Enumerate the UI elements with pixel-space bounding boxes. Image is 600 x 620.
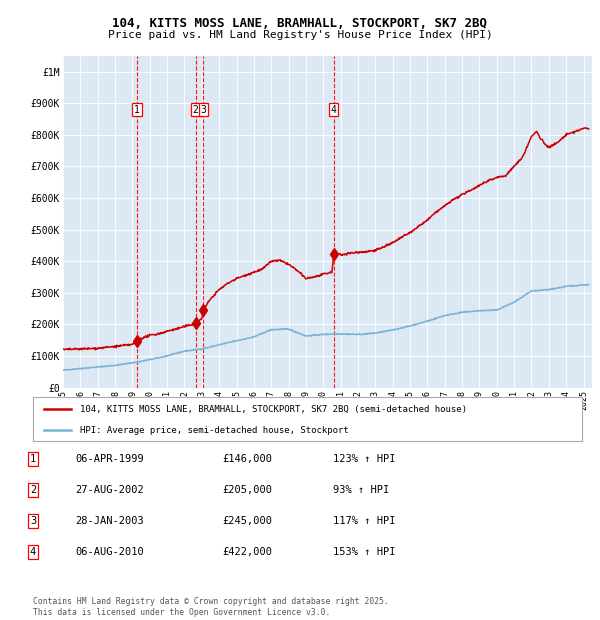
Text: 2: 2: [193, 105, 199, 115]
Text: 2: 2: [30, 485, 36, 495]
Text: 3: 3: [30, 516, 36, 526]
Text: HPI: Average price, semi-detached house, Stockport: HPI: Average price, semi-detached house,…: [80, 426, 349, 435]
Text: 28-JAN-2003: 28-JAN-2003: [75, 516, 144, 526]
Text: £205,000: £205,000: [222, 485, 272, 495]
Text: £422,000: £422,000: [222, 547, 272, 557]
Text: 93% ↑ HPI: 93% ↑ HPI: [333, 485, 389, 495]
Text: Contains HM Land Registry data © Crown copyright and database right 2025.
This d: Contains HM Land Registry data © Crown c…: [33, 598, 389, 617]
Text: 4: 4: [331, 105, 337, 115]
Text: £146,000: £146,000: [222, 454, 272, 464]
Text: 06-AUG-2010: 06-AUG-2010: [75, 547, 144, 557]
Text: 104, KITTS MOSS LANE, BRAMHALL, STOCKPORT, SK7 2BQ: 104, KITTS MOSS LANE, BRAMHALL, STOCKPOR…: [113, 17, 487, 30]
Text: 1: 1: [30, 454, 36, 464]
Text: 104, KITTS MOSS LANE, BRAMHALL, STOCKPORT, SK7 2BQ (semi-detached house): 104, KITTS MOSS LANE, BRAMHALL, STOCKPOR…: [80, 405, 467, 414]
Text: 1: 1: [134, 105, 140, 115]
Text: Price paid vs. HM Land Registry's House Price Index (HPI): Price paid vs. HM Land Registry's House …: [107, 30, 493, 40]
Text: £245,000: £245,000: [222, 516, 272, 526]
Text: 153% ↑ HPI: 153% ↑ HPI: [333, 547, 395, 557]
Text: 117% ↑ HPI: 117% ↑ HPI: [333, 516, 395, 526]
Text: 3: 3: [200, 105, 206, 115]
Text: 123% ↑ HPI: 123% ↑ HPI: [333, 454, 395, 464]
Text: 4: 4: [30, 547, 36, 557]
Text: 06-APR-1999: 06-APR-1999: [75, 454, 144, 464]
Text: 27-AUG-2002: 27-AUG-2002: [75, 485, 144, 495]
